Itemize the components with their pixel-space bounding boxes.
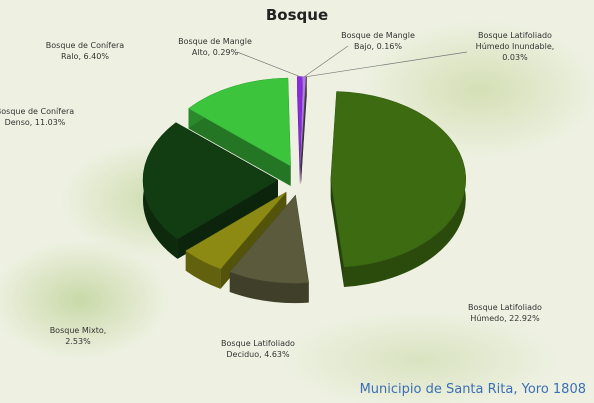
data-label: Bosque de Conífera Denso, 11.03% bbox=[0, 106, 85, 128]
data-label: Bosque de Mangle Bajo, 0.16% bbox=[338, 30, 418, 52]
data-label: Bosque Mixto, 2.53% bbox=[38, 325, 118, 347]
data-label: Bosque Latifoliado Deciduo, 4.63% bbox=[208, 338, 308, 360]
data-label: Bosque Latifoliado Húmedo Inundable, 0.0… bbox=[465, 30, 565, 63]
chart: Bosque Municipio de Santa Rita, Yoro 180… bbox=[0, 0, 594, 403]
footer: Municipio de Santa Rita, Yoro 1808 bbox=[360, 382, 586, 397]
data-label: Bosque de Conífera Ralo, 6.40% bbox=[40, 40, 130, 62]
chart-title: Bosque bbox=[0, 6, 594, 24]
slice bbox=[331, 91, 466, 286]
data-label: Bosque Latifoliado Húmedo, 22.92% bbox=[450, 302, 560, 324]
leader-line bbox=[306, 52, 467, 77]
data-label: Bosque de Mangle Alto, 0.29% bbox=[175, 36, 255, 58]
